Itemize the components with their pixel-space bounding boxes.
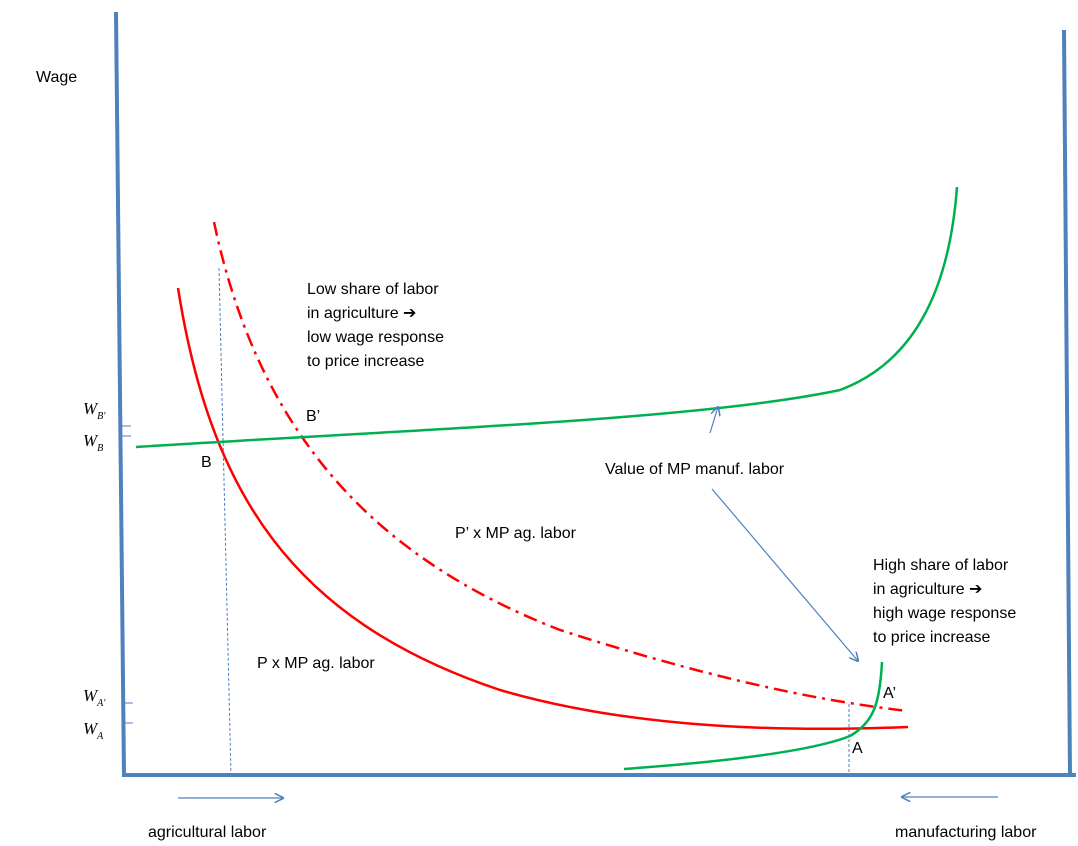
point-label-a-prime: A’ <box>883 685 896 702</box>
wage-label-wb-prime: WB' <box>83 399 106 422</box>
curve-label-p-prime-mp-ag: P’ x MP ag. labor <box>455 525 577 542</box>
y-axis-label: Wage <box>36 69 77 86</box>
guide-b <box>218 267 232 778</box>
curve-label-value-mp-manuf: Value of MP manuf. labor <box>605 461 785 478</box>
arrow-manuf-curve-pointer <box>711 488 858 661</box>
x-right-label: manufacturing labor <box>895 824 1037 841</box>
right-wage-axis <box>1062 29 1072 777</box>
annotation-high-share: High share of labor in agriculture ➔ hig… <box>873 557 1021 646</box>
curve-p-prime-mp-ag-labor <box>212 221 909 713</box>
x-left-label: agricultural labor <box>148 824 267 841</box>
annotation-low-share: Low share of labor in agriculture ➔ low … <box>307 281 448 370</box>
arrow-manuf-curve-up <box>709 407 718 434</box>
point-label-a: A <box>852 740 863 757</box>
point-label-b-prime: B’ <box>306 408 320 425</box>
left-wage-axis <box>114 11 126 778</box>
curve-p-mp-ag-labor <box>176 287 909 731</box>
curve-value-mp-manuf-labor-lower <box>623 661 884 771</box>
wage-label-wa-prime: WA' <box>83 686 106 709</box>
wage-label-wb: WB <box>83 431 103 454</box>
curve-label-p-mp-ag: P x MP ag. labor <box>257 655 375 672</box>
point-label-b: B <box>201 454 212 471</box>
wage-label-wa: WA <box>83 719 104 742</box>
curve-value-mp-manuf-labor <box>135 186 959 449</box>
